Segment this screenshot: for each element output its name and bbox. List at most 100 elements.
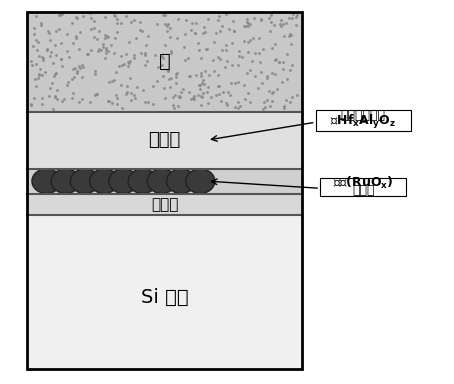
Point	[221, 63, 228, 70]
Point	[166, 25, 173, 31]
Point	[108, 99, 115, 106]
Point	[260, 99, 267, 105]
Point	[286, 67, 293, 73]
Point	[83, 51, 90, 58]
Point	[164, 68, 172, 74]
Point	[162, 20, 169, 26]
Point	[200, 23, 207, 30]
Point	[192, 20, 199, 26]
Point	[173, 70, 181, 76]
Point	[292, 14, 300, 20]
Point	[90, 18, 97, 24]
Point	[40, 55, 47, 61]
Point	[288, 94, 296, 100]
Point	[31, 25, 38, 31]
Point	[216, 91, 223, 97]
Point	[256, 50, 263, 56]
Point	[79, 74, 86, 80]
Point	[114, 95, 121, 101]
Point	[159, 73, 167, 79]
Point	[272, 56, 280, 62]
Point	[127, 97, 134, 103]
Point	[202, 29, 209, 35]
Point	[117, 82, 124, 88]
Point	[186, 73, 193, 79]
Point	[76, 98, 83, 104]
Point	[36, 72, 43, 78]
Point	[178, 88, 185, 94]
Point	[197, 86, 204, 92]
Point	[55, 12, 62, 18]
Point	[130, 17, 138, 23]
Point	[108, 78, 115, 84]
Point	[53, 96, 60, 102]
Point	[107, 42, 114, 48]
Point	[223, 11, 230, 17]
Point	[293, 12, 301, 18]
Point	[28, 62, 35, 68]
Point	[94, 36, 101, 42]
Point	[232, 80, 239, 86]
Point	[209, 57, 216, 63]
Point	[40, 56, 47, 63]
Point	[198, 79, 205, 86]
Point	[277, 17, 284, 23]
Circle shape	[70, 169, 99, 194]
Point	[79, 96, 86, 103]
Point	[174, 16, 182, 22]
Point	[152, 51, 159, 58]
Point	[171, 105, 178, 111]
Point	[42, 69, 49, 75]
Point	[126, 58, 133, 64]
Point	[123, 83, 130, 89]
Point	[35, 71, 42, 77]
Point	[105, 98, 112, 104]
Point	[64, 79, 71, 85]
Point	[281, 33, 288, 39]
Point	[269, 98, 276, 104]
Bar	[27, 215, 302, 369]
Point	[130, 52, 138, 58]
Point	[125, 60, 133, 66]
Point	[258, 17, 265, 23]
Point	[173, 35, 181, 41]
Point	[245, 20, 252, 26]
Point	[30, 95, 37, 101]
Point	[98, 47, 105, 53]
Point	[276, 59, 283, 65]
Point	[52, 70, 59, 76]
Point	[91, 68, 99, 74]
Point	[70, 74, 77, 81]
Point	[153, 21, 161, 27]
Point	[263, 73, 270, 79]
Point	[131, 95, 138, 101]
Point	[234, 105, 242, 111]
Point	[88, 26, 95, 32]
Point	[214, 71, 221, 78]
Point	[269, 89, 276, 95]
Point	[194, 92, 202, 98]
Point	[59, 98, 66, 104]
Point	[271, 22, 278, 28]
Point	[113, 29, 120, 35]
Point	[283, 20, 290, 26]
Point	[277, 23, 285, 29]
Point	[186, 89, 193, 95]
Point	[241, 23, 248, 30]
Point	[167, 50, 174, 56]
Point	[68, 76, 75, 82]
Point	[51, 42, 59, 48]
Point	[168, 75, 175, 81]
Point	[102, 45, 109, 51]
Point	[286, 15, 293, 21]
Point	[169, 101, 177, 108]
Point	[252, 50, 259, 56]
Point	[200, 81, 207, 87]
Point	[214, 55, 222, 61]
Point	[160, 84, 168, 91]
Point	[262, 104, 269, 110]
Point	[238, 54, 245, 60]
Point	[142, 52, 149, 58]
Point	[162, 95, 169, 101]
Point	[217, 56, 224, 62]
